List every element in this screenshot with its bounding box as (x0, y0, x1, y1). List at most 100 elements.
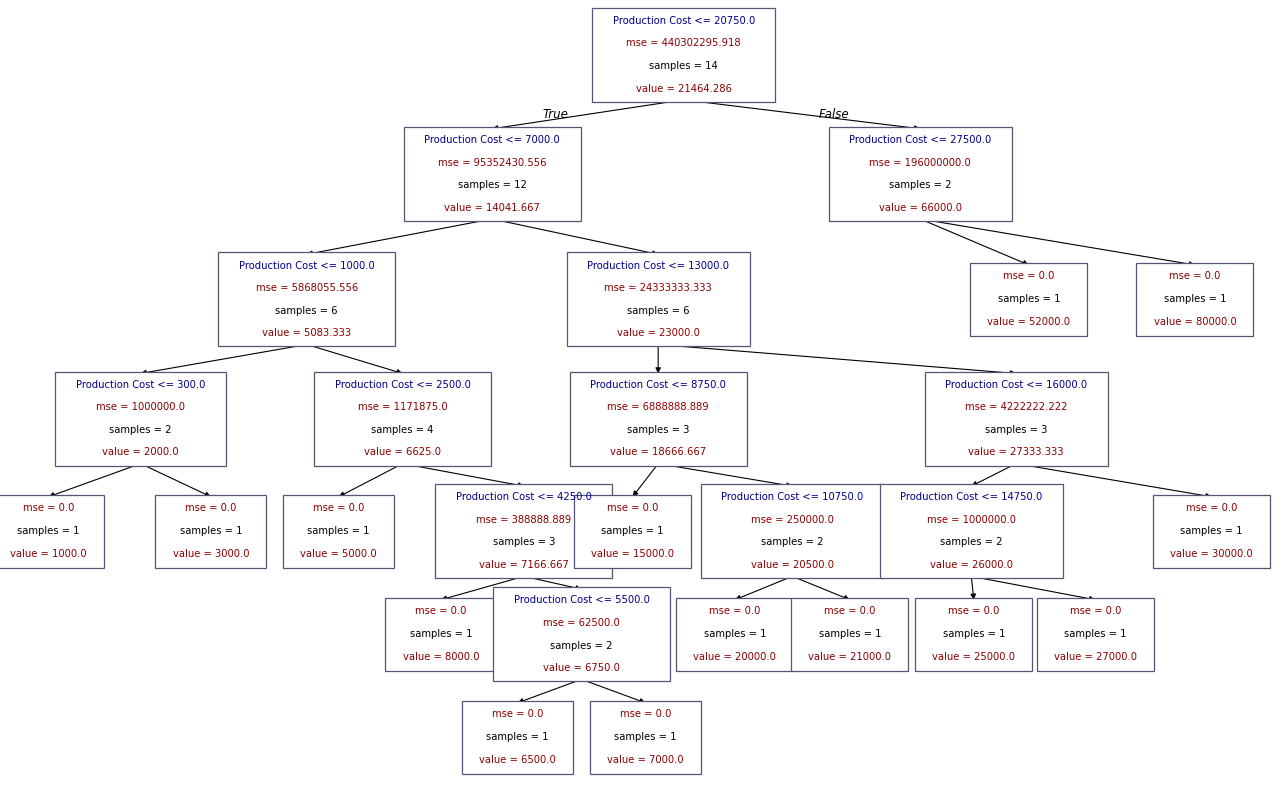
Text: mse = 0.0: mse = 0.0 (415, 607, 466, 616)
Text: value = 80000.0: value = 80000.0 (1154, 318, 1236, 327)
Text: Production Cost <= 20750.0: Production Cost <= 20750.0 (612, 16, 755, 26)
Text: value = 23000.0: value = 23000.0 (617, 328, 699, 338)
Text: mse = 0.0: mse = 0.0 (492, 710, 543, 719)
Text: Production Cost <= 27500.0: Production Cost <= 27500.0 (849, 135, 992, 145)
Text: mse = 0.0: mse = 0.0 (948, 607, 999, 616)
Text: value = 7000.0: value = 7000.0 (607, 756, 684, 765)
Text: Production Cost <= 300.0: Production Cost <= 300.0 (75, 379, 206, 390)
Text: samples = 2: samples = 2 (889, 180, 951, 190)
Text: samples = 1: samples = 1 (704, 629, 766, 639)
FancyBboxPatch shape (404, 127, 580, 221)
Text: value = 2000.0: value = 2000.0 (102, 447, 179, 457)
Text: value = 6500.0: value = 6500.0 (479, 756, 556, 765)
Text: mse = 0.0: mse = 0.0 (709, 607, 760, 616)
Text: mse = 0.0: mse = 0.0 (1003, 272, 1054, 281)
Text: samples = 12: samples = 12 (458, 180, 527, 190)
Text: samples = 1: samples = 1 (602, 526, 663, 536)
FancyBboxPatch shape (1136, 263, 1254, 336)
Text: mse = 1000000.0: mse = 1000000.0 (96, 402, 185, 413)
Text: samples = 3: samples = 3 (985, 425, 1047, 435)
Text: False: False (819, 108, 849, 121)
Text: samples = 2: samples = 2 (941, 538, 1002, 547)
Text: value = 20500.0: value = 20500.0 (751, 560, 833, 570)
Text: value = 3000.0: value = 3000.0 (173, 549, 249, 559)
Text: value = 25000.0: value = 25000.0 (933, 652, 1015, 662)
Text: value = 66000.0: value = 66000.0 (879, 203, 961, 213)
Text: value = 21000.0: value = 21000.0 (809, 652, 891, 662)
Text: value = 20000.0: value = 20000.0 (694, 652, 776, 662)
Text: value = 18666.667: value = 18666.667 (610, 447, 707, 457)
Text: mse = 0.0: mse = 0.0 (313, 503, 364, 513)
FancyBboxPatch shape (156, 495, 266, 568)
FancyBboxPatch shape (436, 484, 612, 578)
Text: samples = 1: samples = 1 (1065, 629, 1126, 639)
Text: value = 27000.0: value = 27000.0 (1054, 652, 1136, 662)
Text: samples = 1: samples = 1 (487, 733, 548, 742)
FancyBboxPatch shape (0, 495, 104, 568)
Text: samples = 1: samples = 1 (615, 733, 676, 742)
FancyBboxPatch shape (676, 598, 794, 671)
Text: mse = 62500.0: mse = 62500.0 (543, 618, 620, 628)
Text: samples = 1: samples = 1 (943, 629, 1005, 639)
Text: mse = 5868055.556: mse = 5868055.556 (256, 284, 358, 293)
Text: samples = 2: samples = 2 (110, 425, 171, 435)
FancyBboxPatch shape (55, 371, 226, 466)
Text: mse = 1000000.0: mse = 1000000.0 (927, 515, 1016, 525)
FancyBboxPatch shape (970, 263, 1088, 336)
Text: mse = 440302295.918: mse = 440302295.918 (626, 39, 741, 48)
FancyBboxPatch shape (570, 371, 746, 466)
Text: samples = 6: samples = 6 (276, 306, 337, 316)
Text: value = 52000.0: value = 52000.0 (988, 318, 1070, 327)
Text: samples = 2: samples = 2 (551, 641, 612, 650)
Text: samples = 14: samples = 14 (649, 61, 718, 71)
Text: Production Cost <= 14750.0: Production Cost <= 14750.0 (900, 493, 1043, 502)
FancyBboxPatch shape (924, 371, 1108, 466)
Text: mse = 95352430.556: mse = 95352430.556 (438, 158, 546, 168)
Text: value = 21464.286: value = 21464.286 (635, 83, 732, 93)
Text: mse = 6888888.889: mse = 6888888.889 (607, 402, 709, 413)
Text: samples = 1: samples = 1 (819, 629, 881, 639)
Text: Production Cost <= 7000.0: Production Cost <= 7000.0 (424, 135, 560, 145)
Text: value = 15000.0: value = 15000.0 (592, 549, 674, 559)
Text: value = 8000.0: value = 8000.0 (403, 652, 479, 662)
Text: samples = 3: samples = 3 (493, 538, 555, 547)
FancyBboxPatch shape (590, 701, 700, 774)
FancyBboxPatch shape (493, 587, 670, 681)
Text: value = 6625.0: value = 6625.0 (364, 447, 441, 457)
FancyBboxPatch shape (219, 253, 395, 346)
FancyBboxPatch shape (386, 598, 496, 671)
Text: mse = 0.0: mse = 0.0 (185, 503, 236, 513)
FancyBboxPatch shape (828, 127, 1012, 221)
FancyBboxPatch shape (463, 701, 573, 774)
Text: mse = 0.0: mse = 0.0 (607, 503, 658, 513)
Text: value = 1000.0: value = 1000.0 (10, 549, 87, 559)
Text: samples = 1: samples = 1 (410, 629, 472, 639)
Text: samples = 1: samples = 1 (18, 526, 79, 536)
Text: Production Cost <= 2500.0: Production Cost <= 2500.0 (335, 379, 470, 390)
Text: mse = 250000.0: mse = 250000.0 (751, 515, 833, 525)
Text: Production Cost <= 1000.0: Production Cost <= 1000.0 (239, 261, 374, 271)
FancyBboxPatch shape (791, 598, 909, 671)
Text: Production Cost <= 10750.0: Production Cost <= 10750.0 (721, 493, 864, 502)
Text: mse = 0.0: mse = 0.0 (1186, 503, 1237, 513)
FancyBboxPatch shape (1153, 495, 1270, 568)
Text: Production Cost <= 16000.0: Production Cost <= 16000.0 (944, 379, 1088, 390)
Text: samples = 1: samples = 1 (308, 526, 369, 536)
FancyBboxPatch shape (314, 371, 491, 466)
FancyBboxPatch shape (1036, 598, 1154, 671)
Text: value = 27333.333: value = 27333.333 (969, 447, 1063, 457)
Text: Production Cost <= 8750.0: Production Cost <= 8750.0 (590, 379, 726, 390)
Text: samples = 4: samples = 4 (372, 425, 433, 435)
Text: samples = 2: samples = 2 (762, 538, 823, 547)
Text: samples = 6: samples = 6 (627, 306, 689, 316)
Text: samples = 1: samples = 1 (1164, 295, 1226, 304)
FancyBboxPatch shape (700, 484, 884, 578)
Text: samples = 1: samples = 1 (1181, 526, 1242, 536)
Text: mse = 0.0: mse = 0.0 (620, 710, 671, 719)
FancyBboxPatch shape (915, 598, 1033, 671)
Text: samples = 1: samples = 1 (180, 526, 242, 536)
Text: True: True (543, 108, 569, 121)
Text: Production Cost <= 13000.0: Production Cost <= 13000.0 (587, 261, 730, 271)
Text: mse = 24333333.333: mse = 24333333.333 (604, 284, 712, 293)
Text: mse = 0.0: mse = 0.0 (23, 503, 74, 513)
